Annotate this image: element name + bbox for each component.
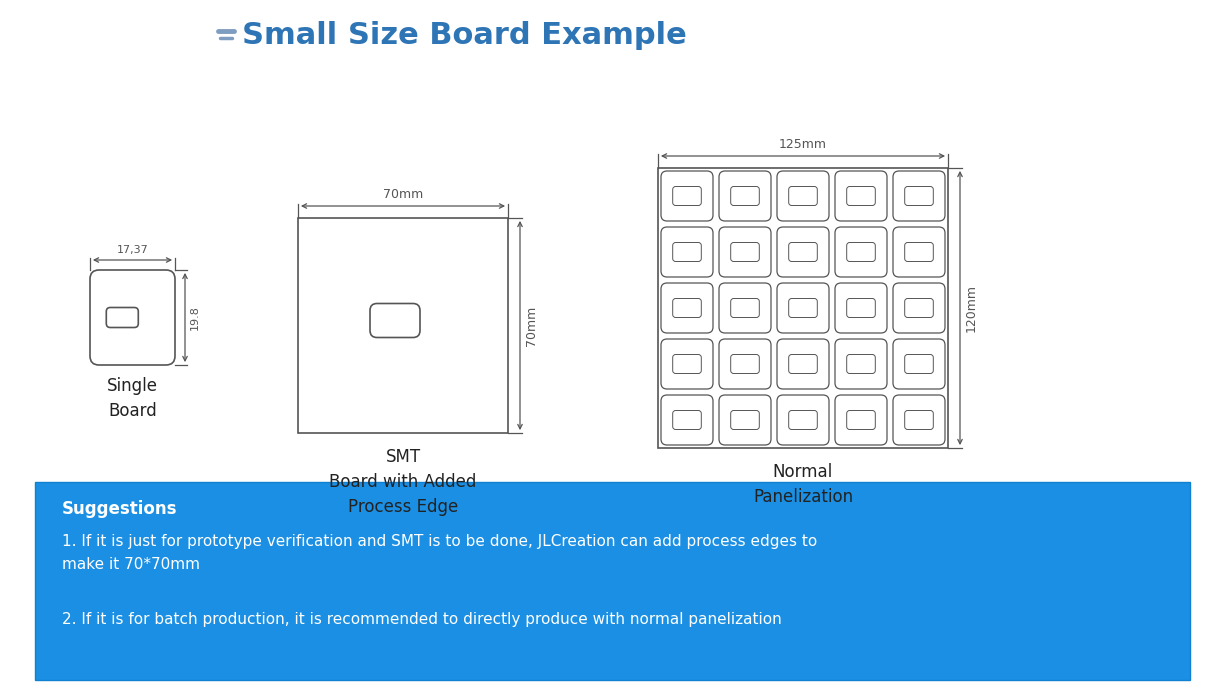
Text: 1. If it is just for prototype verification and SMT is to be done, JLCreation ca: 1. If it is just for prototype verificat… [62,534,817,572]
FancyBboxPatch shape [719,395,771,445]
FancyBboxPatch shape [893,171,944,221]
Text: SMT
Board with Added
Process Edge: SMT Board with Added Process Edge [330,448,477,516]
FancyBboxPatch shape [777,339,829,389]
FancyBboxPatch shape [673,410,701,430]
FancyBboxPatch shape [662,395,713,445]
Text: 70mm: 70mm [526,305,538,346]
FancyBboxPatch shape [730,354,760,374]
FancyBboxPatch shape [835,227,887,277]
FancyBboxPatch shape [846,242,876,262]
FancyBboxPatch shape [789,242,817,262]
FancyBboxPatch shape [846,186,876,206]
FancyBboxPatch shape [730,186,760,206]
Text: 70mm: 70mm [383,188,423,201]
FancyBboxPatch shape [835,283,887,333]
FancyBboxPatch shape [719,339,771,389]
FancyBboxPatch shape [673,298,701,318]
FancyBboxPatch shape [893,395,944,445]
Text: Suggestions: Suggestions [62,500,178,518]
FancyBboxPatch shape [730,410,760,430]
FancyBboxPatch shape [789,410,817,430]
FancyBboxPatch shape [673,242,701,262]
Bar [658,168,948,448]
FancyBboxPatch shape [107,307,138,328]
FancyBboxPatch shape [777,283,829,333]
Text: 2. If it is for batch production, it is recommended to directly produce with nor: 2. If it is for batch production, it is … [62,612,782,627]
FancyBboxPatch shape [905,242,933,262]
FancyBboxPatch shape [846,354,876,374]
FancyBboxPatch shape [789,354,817,374]
FancyBboxPatch shape [719,283,771,333]
Text: 17,37: 17,37 [116,245,148,255]
FancyBboxPatch shape [89,270,175,365]
FancyBboxPatch shape [905,410,933,430]
FancyBboxPatch shape [730,298,760,318]
Text: 120mm: 120mm [965,284,978,332]
FancyBboxPatch shape [835,339,887,389]
FancyBboxPatch shape [905,186,933,206]
Bar [36,482,1189,680]
FancyBboxPatch shape [777,171,829,221]
FancyBboxPatch shape [893,227,944,277]
FancyBboxPatch shape [835,171,887,221]
Text: Small Size Board Example: Small Size Board Example [243,20,687,49]
FancyBboxPatch shape [730,242,760,262]
Text: Single
Board: Single Board [107,377,158,420]
Text: 19.8: 19.8 [190,305,200,330]
FancyBboxPatch shape [893,339,944,389]
FancyBboxPatch shape [905,298,933,318]
FancyBboxPatch shape [370,303,420,337]
FancyBboxPatch shape [905,354,933,374]
FancyBboxPatch shape [662,283,713,333]
Text: Normal
Panelization: Normal Panelization [753,463,853,506]
FancyBboxPatch shape [835,395,887,445]
FancyBboxPatch shape [789,186,817,206]
FancyBboxPatch shape [662,339,713,389]
FancyBboxPatch shape [789,298,817,318]
Bar [298,218,508,433]
FancyBboxPatch shape [719,227,771,277]
Text: 125mm: 125mm [779,138,827,151]
FancyBboxPatch shape [777,395,829,445]
FancyBboxPatch shape [846,410,876,430]
FancyBboxPatch shape [662,227,713,277]
FancyBboxPatch shape [662,171,713,221]
FancyBboxPatch shape [673,354,701,374]
FancyBboxPatch shape [673,186,701,206]
FancyBboxPatch shape [846,298,876,318]
FancyBboxPatch shape [719,171,771,221]
FancyBboxPatch shape [893,283,944,333]
FancyBboxPatch shape [777,227,829,277]
